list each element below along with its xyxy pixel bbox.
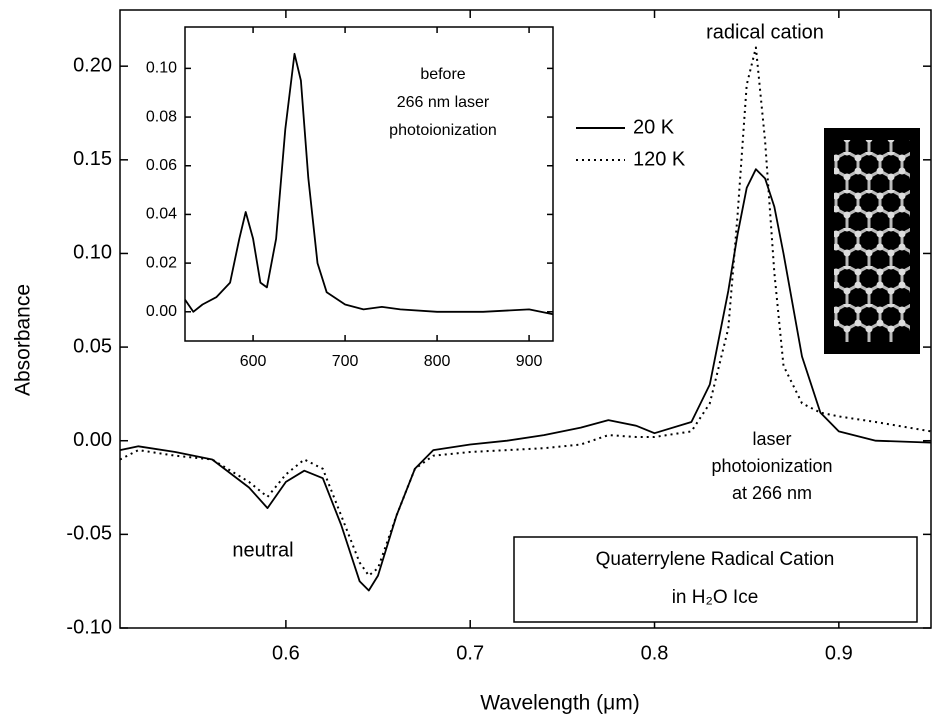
inset-background <box>185 27 553 341</box>
y-tick-label: 0.04 <box>146 206 177 223</box>
x-tick-label: 600 <box>240 353 267 370</box>
annotation: photoionization <box>711 456 832 476</box>
annotation: before <box>420 66 465 83</box>
y-tick-label: 0.05 <box>73 335 112 357</box>
annotation: at 266 nm <box>732 483 812 503</box>
x-tick-label: 700 <box>332 353 359 370</box>
x-tick-label: 0.6 <box>272 642 300 664</box>
x-tick-label: 0.9 <box>825 642 853 664</box>
plot-frame <box>184 26 554 342</box>
annotation-box <box>513 536 918 623</box>
y-tick-label: -0.05 <box>66 523 112 545</box>
x-tick-label: 0.8 <box>641 642 669 664</box>
annotation: radical cation <box>706 21 824 43</box>
annotation: photoionization <box>389 122 497 139</box>
x-tick-label: 900 <box>516 353 543 370</box>
y-tick-label: 0.15 <box>73 148 112 170</box>
y-axis-label: Absorbance <box>12 284 35 396</box>
y-tick-label: 0.06 <box>146 157 177 174</box>
y-tick-label: 0.00 <box>73 429 112 451</box>
y-tick-label: 0.10 <box>73 242 112 264</box>
annotation: laser <box>752 429 791 449</box>
y-tick-label: 0.02 <box>146 254 177 271</box>
data-line <box>184 52 554 316</box>
annotation: neutral <box>232 539 293 561</box>
x-tick-label: 0.7 <box>456 642 484 664</box>
y-tick-label: 0.08 <box>146 108 177 125</box>
x-axis-label: Wavelength (μm) <box>480 692 640 715</box>
y-tick-label: 0.00 <box>146 303 177 320</box>
y-tick-label: 0.10 <box>146 60 177 77</box>
molecule-image <box>824 128 920 354</box>
legend-label: 20 K <box>633 116 675 138</box>
annotation: Quaterrylene Radical Cation <box>596 549 835 570</box>
annotation: in H₂O Ice <box>672 587 759 608</box>
x-tick-label: 800 <box>424 353 451 370</box>
y-tick-label: 0.20 <box>73 54 112 76</box>
data-line <box>119 168 932 592</box>
annotation: 266 nm laser <box>397 94 490 111</box>
y-tick-label: -0.10 <box>66 616 112 638</box>
legend-label: 120 K <box>633 148 686 170</box>
plot-frame <box>119 9 932 629</box>
